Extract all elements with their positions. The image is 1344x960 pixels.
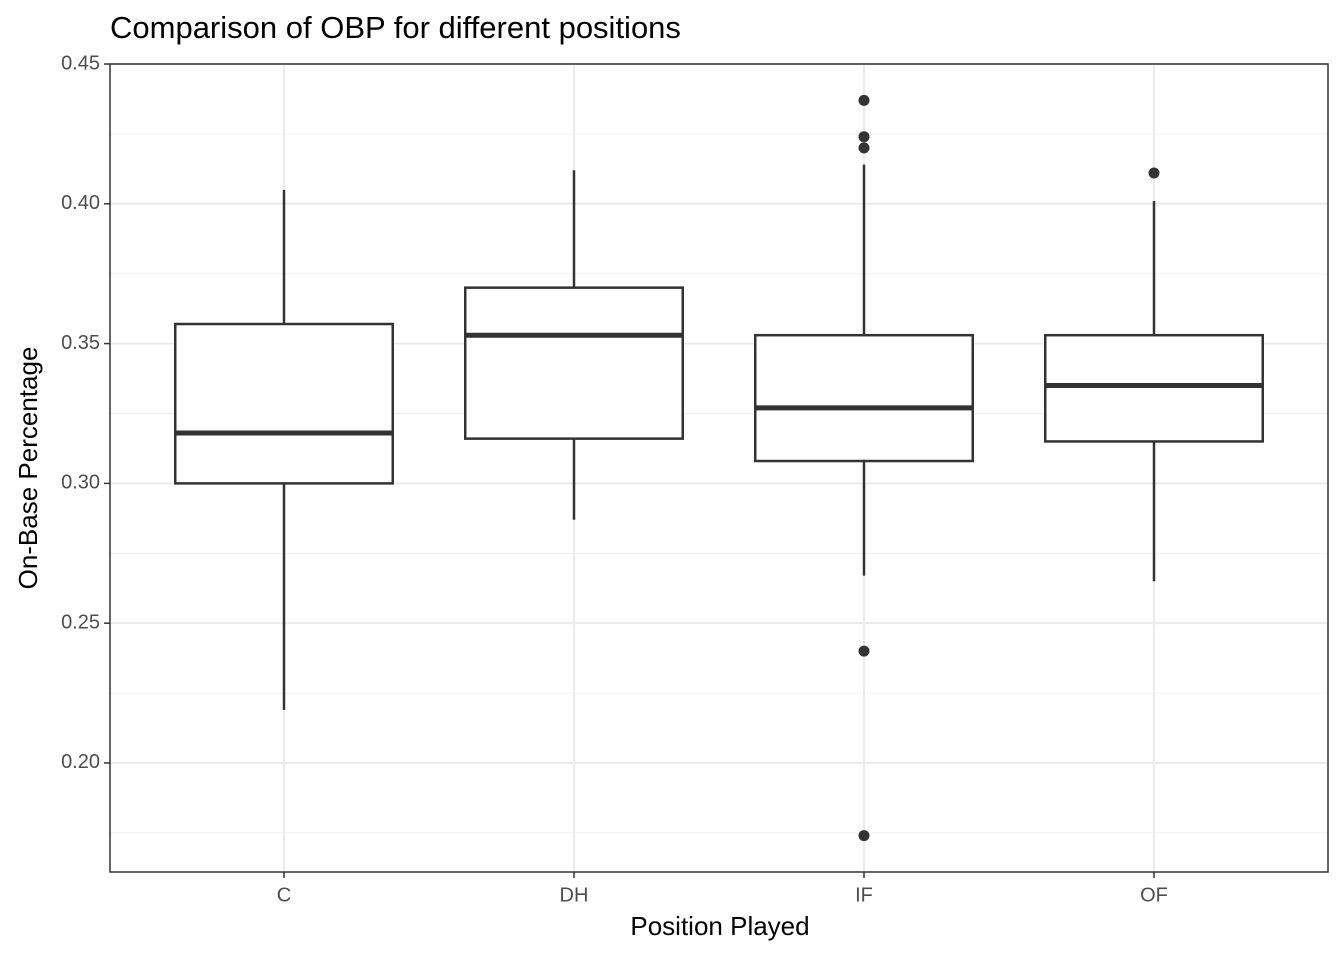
outlier bbox=[858, 94, 870, 106]
outlier bbox=[1148, 167, 1160, 179]
x-tick-label: IF bbox=[855, 884, 873, 906]
y-tick-label: 0.45 bbox=[61, 52, 100, 74]
box bbox=[754, 333, 974, 463]
y-tick-label: 0.35 bbox=[61, 332, 100, 354]
box bbox=[1044, 333, 1264, 443]
y-tick-label: 0.20 bbox=[61, 751, 100, 773]
chart-title: Comparison of OBP for different position… bbox=[110, 10, 681, 45]
outlier bbox=[858, 131, 870, 143]
y-tick-label: 0.40 bbox=[61, 192, 100, 214]
x-tick-label: C bbox=[277, 884, 291, 906]
outlier bbox=[858, 645, 870, 657]
x-axis-title: Position Played bbox=[630, 911, 809, 941]
panel-border bbox=[109, 63, 1329, 873]
box bbox=[464, 286, 684, 440]
y-tick-label: 0.30 bbox=[61, 472, 100, 494]
box bbox=[174, 322, 394, 485]
y-tick-label: 0.25 bbox=[61, 611, 100, 633]
x-tick-label: DH bbox=[560, 884, 589, 906]
x-tick-label: OF bbox=[1140, 884, 1168, 906]
outlier bbox=[858, 830, 870, 842]
y-axis-title: On-Base Percentage bbox=[13, 347, 43, 590]
outlier bbox=[858, 142, 870, 154]
